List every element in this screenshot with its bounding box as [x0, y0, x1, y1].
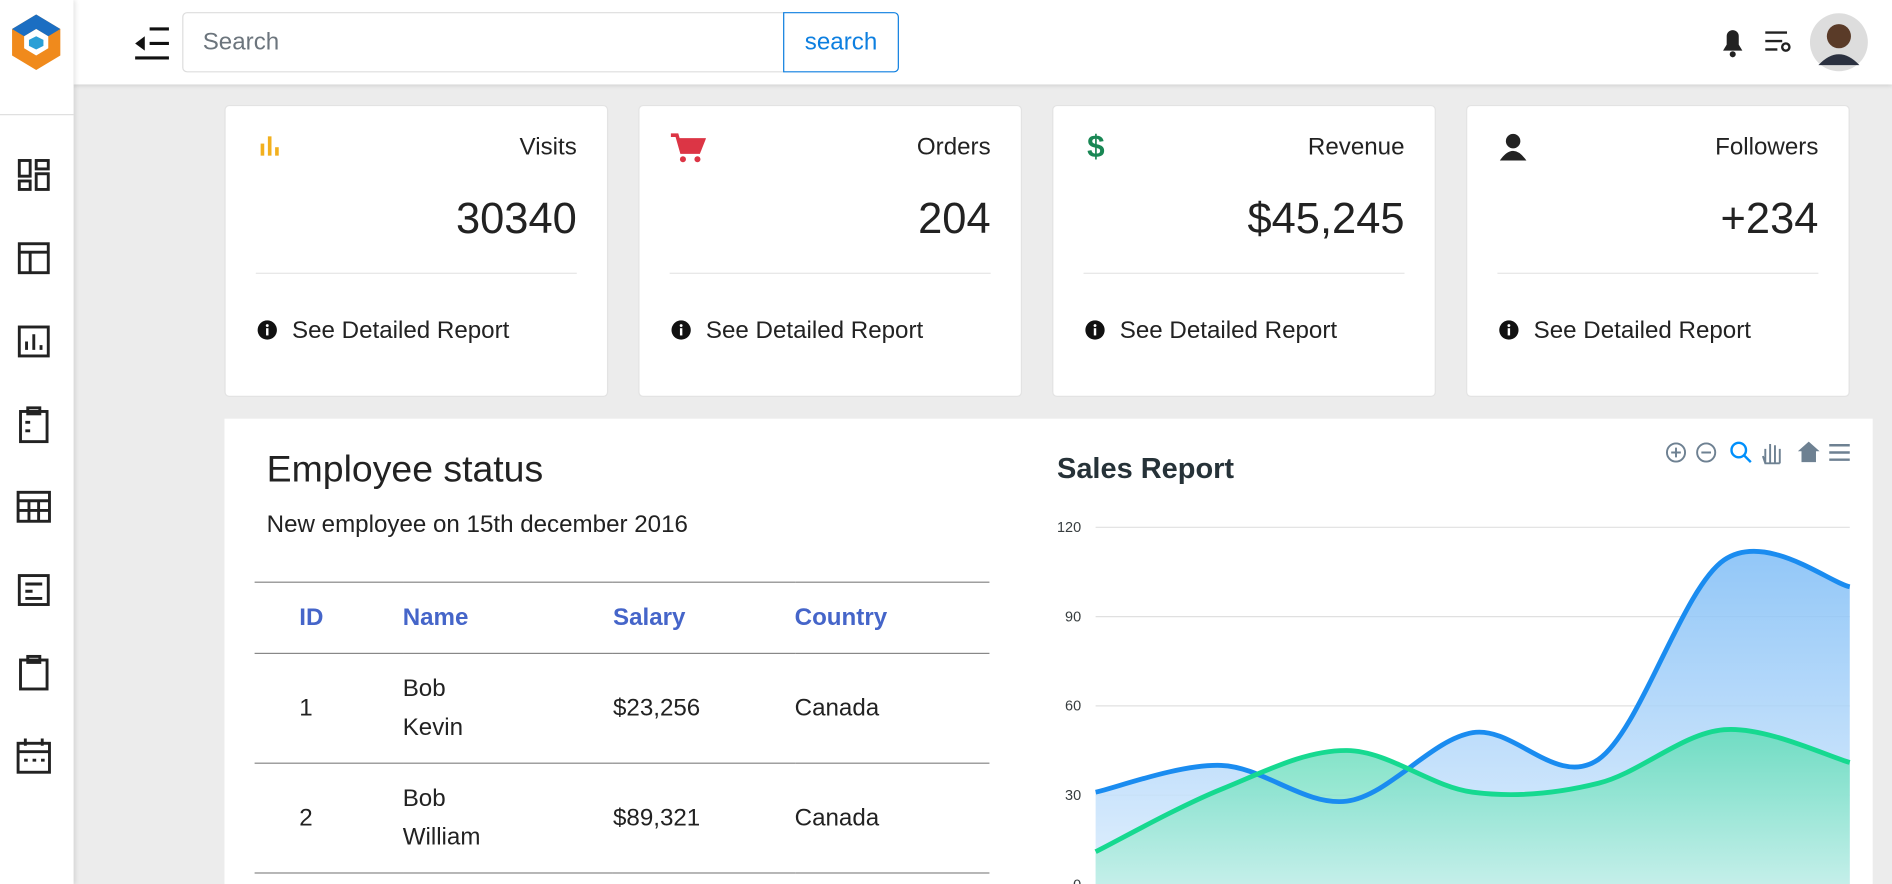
card-link[interactable]: See Detailed Report	[1119, 317, 1338, 344]
sidebar-icons	[0, 14, 74, 774]
nav-calendar[interactable]	[16, 738, 51, 774]
card-value: +234	[1720, 193, 1819, 243]
selection-zoom[interactable]	[1730, 441, 1752, 463]
stat-card: Visits 30340 See Detailed Report	[224, 104, 609, 397]
table-cell: 2	[254, 763, 403, 874]
table-cell: $89,321	[612, 763, 795, 874]
nav-charts[interactable]	[17, 325, 50, 358]
info-icon	[671, 320, 692, 347]
nav-news[interactable]	[17, 574, 50, 606]
area-fill	[1095, 729, 1850, 884]
column-header: ID	[254, 581, 403, 654]
y-tick-label: 90	[1065, 609, 1081, 625]
menu-toggle[interactable]	[135, 27, 169, 60]
column-header: Name	[402, 581, 613, 654]
table-row: 2 Bob William $89,321 Canada	[254, 763, 990, 874]
search-input[interactable]: Search	[182, 12, 785, 73]
card-value: 204	[918, 193, 991, 243]
zoom-out[interactable]	[1696, 442, 1717, 463]
panel: Employee status New employee on 15th dec…	[224, 418, 1873, 884]
series-line	[1094, 727, 1851, 854]
search-placeholder: Search	[202, 28, 280, 56]
y-tick-label: 0	[1073, 877, 1081, 884]
card-label: Followers	[1715, 133, 1819, 161]
nav-clipboard[interactable]	[19, 654, 49, 691]
card-link[interactable]: See Detailed Report	[292, 317, 510, 344]
search-button[interactable]: search	[783, 12, 899, 73]
table-cell: 1	[254, 653, 403, 764]
chart-title: Sales Report	[1057, 452, 1235, 486]
pan[interactable]	[1761, 444, 1781, 465]
card-icon	[256, 132, 283, 165]
table-cell: Canada	[794, 763, 990, 874]
table-cell: Canada	[794, 653, 990, 764]
series-line	[1095, 548, 1851, 805]
employee-table: ID Name Salary Country 1 Bob Kevin $23,256 Cana…	[254, 581, 990, 874]
chart-menu[interactable]	[1829, 444, 1850, 461]
card-label: Visits	[519, 133, 577, 161]
card-label: Orders	[916, 133, 991, 161]
card-value: $45,245	[1247, 193, 1405, 243]
card-link[interactable]: See Detailed Report	[1533, 317, 1751, 344]
info-icon	[1499, 320, 1520, 347]
y-tick-label: 120	[1057, 520, 1081, 536]
info-icon	[257, 320, 278, 347]
card-divider	[1497, 272, 1819, 274]
table-cell: $23,256	[612, 653, 795, 764]
sales-chart: 0 30 60 90 120	[1057, 441, 1851, 884]
y-tick-label: 60	[1065, 699, 1081, 715]
card-icon	[670, 132, 707, 172]
logo[interactable]	[12, 14, 61, 70]
table-cell: Bob William	[402, 763, 613, 874]
table-row: 1 Bob Kevin $23,256 Canada	[254, 653, 990, 764]
topbar-icons	[135, 13, 1868, 72]
sidebar	[0, 0, 74, 884]
card-divider	[669, 272, 991, 274]
card-icon	[1497, 132, 1528, 169]
avatar[interactable]	[1809, 13, 1868, 72]
card-icon: $	[1084, 129, 1111, 172]
info-icon	[1085, 320, 1106, 347]
card-link[interactable]: See Detailed Report	[705, 317, 924, 344]
column-header: Salary	[612, 581, 795, 654]
card-label: Revenue	[1307, 133, 1405, 161]
stat-card: Followers +234 See Detailed Report	[1466, 104, 1850, 397]
zoom-in[interactable]	[1665, 442, 1687, 463]
card-divider	[1083, 272, 1405, 274]
notifications[interactable]	[1723, 30, 1743, 58]
column-header: Country	[794, 581, 990, 654]
nav-tables[interactable]	[16, 490, 51, 523]
table-cell: Bob Kevin	[402, 653, 613, 764]
y-tick-label: 30	[1065, 788, 1081, 804]
section-subtitle: New employee on 15th december 2016	[266, 511, 688, 539]
reset-zoom[interactable]	[1797, 441, 1820, 463]
section-title: Employee status	[266, 447, 544, 490]
nav-forms[interactable]	[19, 406, 49, 444]
nav-layout[interactable]	[17, 242, 50, 275]
header-row: ID Name Salary Country	[254, 581, 990, 654]
card-value: 30340	[455, 193, 577, 243]
nav-dashboard[interactable]	[17, 159, 50, 191]
stat-card: Orders 204 See Detailed Report	[638, 104, 1023, 397]
settings[interactable]	[1765, 31, 1791, 52]
stat-card: $ Revenue $45,245 See Detailed Report	[1052, 104, 1436, 397]
card-divider	[255, 272, 577, 274]
svg-text:$: $	[1087, 132, 1104, 164]
